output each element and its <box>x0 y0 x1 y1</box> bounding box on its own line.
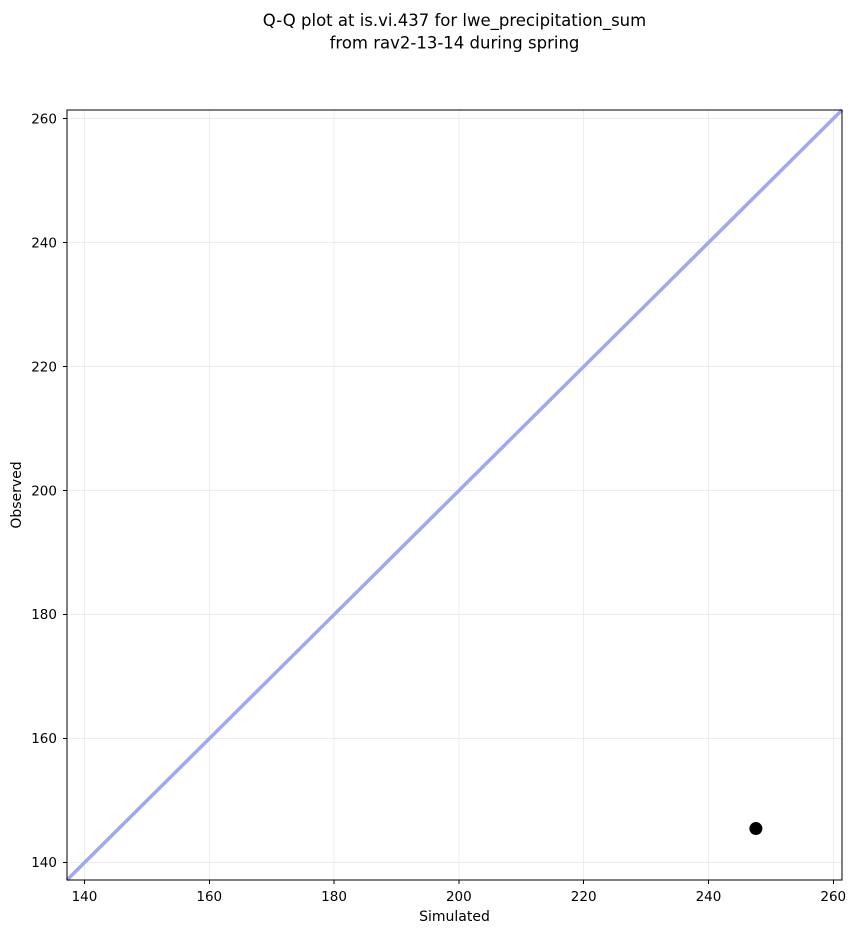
chart-title-line-2: from rav2-13-14 during spring <box>330 34 580 53</box>
y-tick-label: 160 <box>31 731 57 747</box>
plot-area: 140 160 180 200 220 240 260 140 160 180 200 220 240 2… <box>31 108 846 905</box>
x-tick-label: 200 <box>446 889 472 905</box>
y-tick-label: 260 <box>31 111 57 127</box>
y-tick-label: 140 <box>31 855 57 871</box>
y-tick-label: 220 <box>31 359 57 375</box>
chart-title-line-1: Q-Q plot at is.vi.437 for lwe_precipitat… <box>263 11 646 31</box>
identity-line <box>65 108 844 882</box>
x-tick-label: 220 <box>571 889 597 905</box>
y-tick-label: 200 <box>31 483 57 499</box>
axes-spines <box>66 109 843 881</box>
y-axis-label: Observed <box>9 461 25 528</box>
x-tick-label: 240 <box>696 889 722 905</box>
x-tick-label: 160 <box>196 889 222 905</box>
x-axis-label: Simulated <box>419 909 490 925</box>
x-tick-label: 180 <box>321 889 347 905</box>
y-tick-label: 240 <box>31 235 57 251</box>
x-tick-label: 260 <box>820 889 846 905</box>
x-tick-label: 140 <box>72 889 98 905</box>
data-point <box>749 822 763 836</box>
y-tick-label: 180 <box>31 607 57 623</box>
